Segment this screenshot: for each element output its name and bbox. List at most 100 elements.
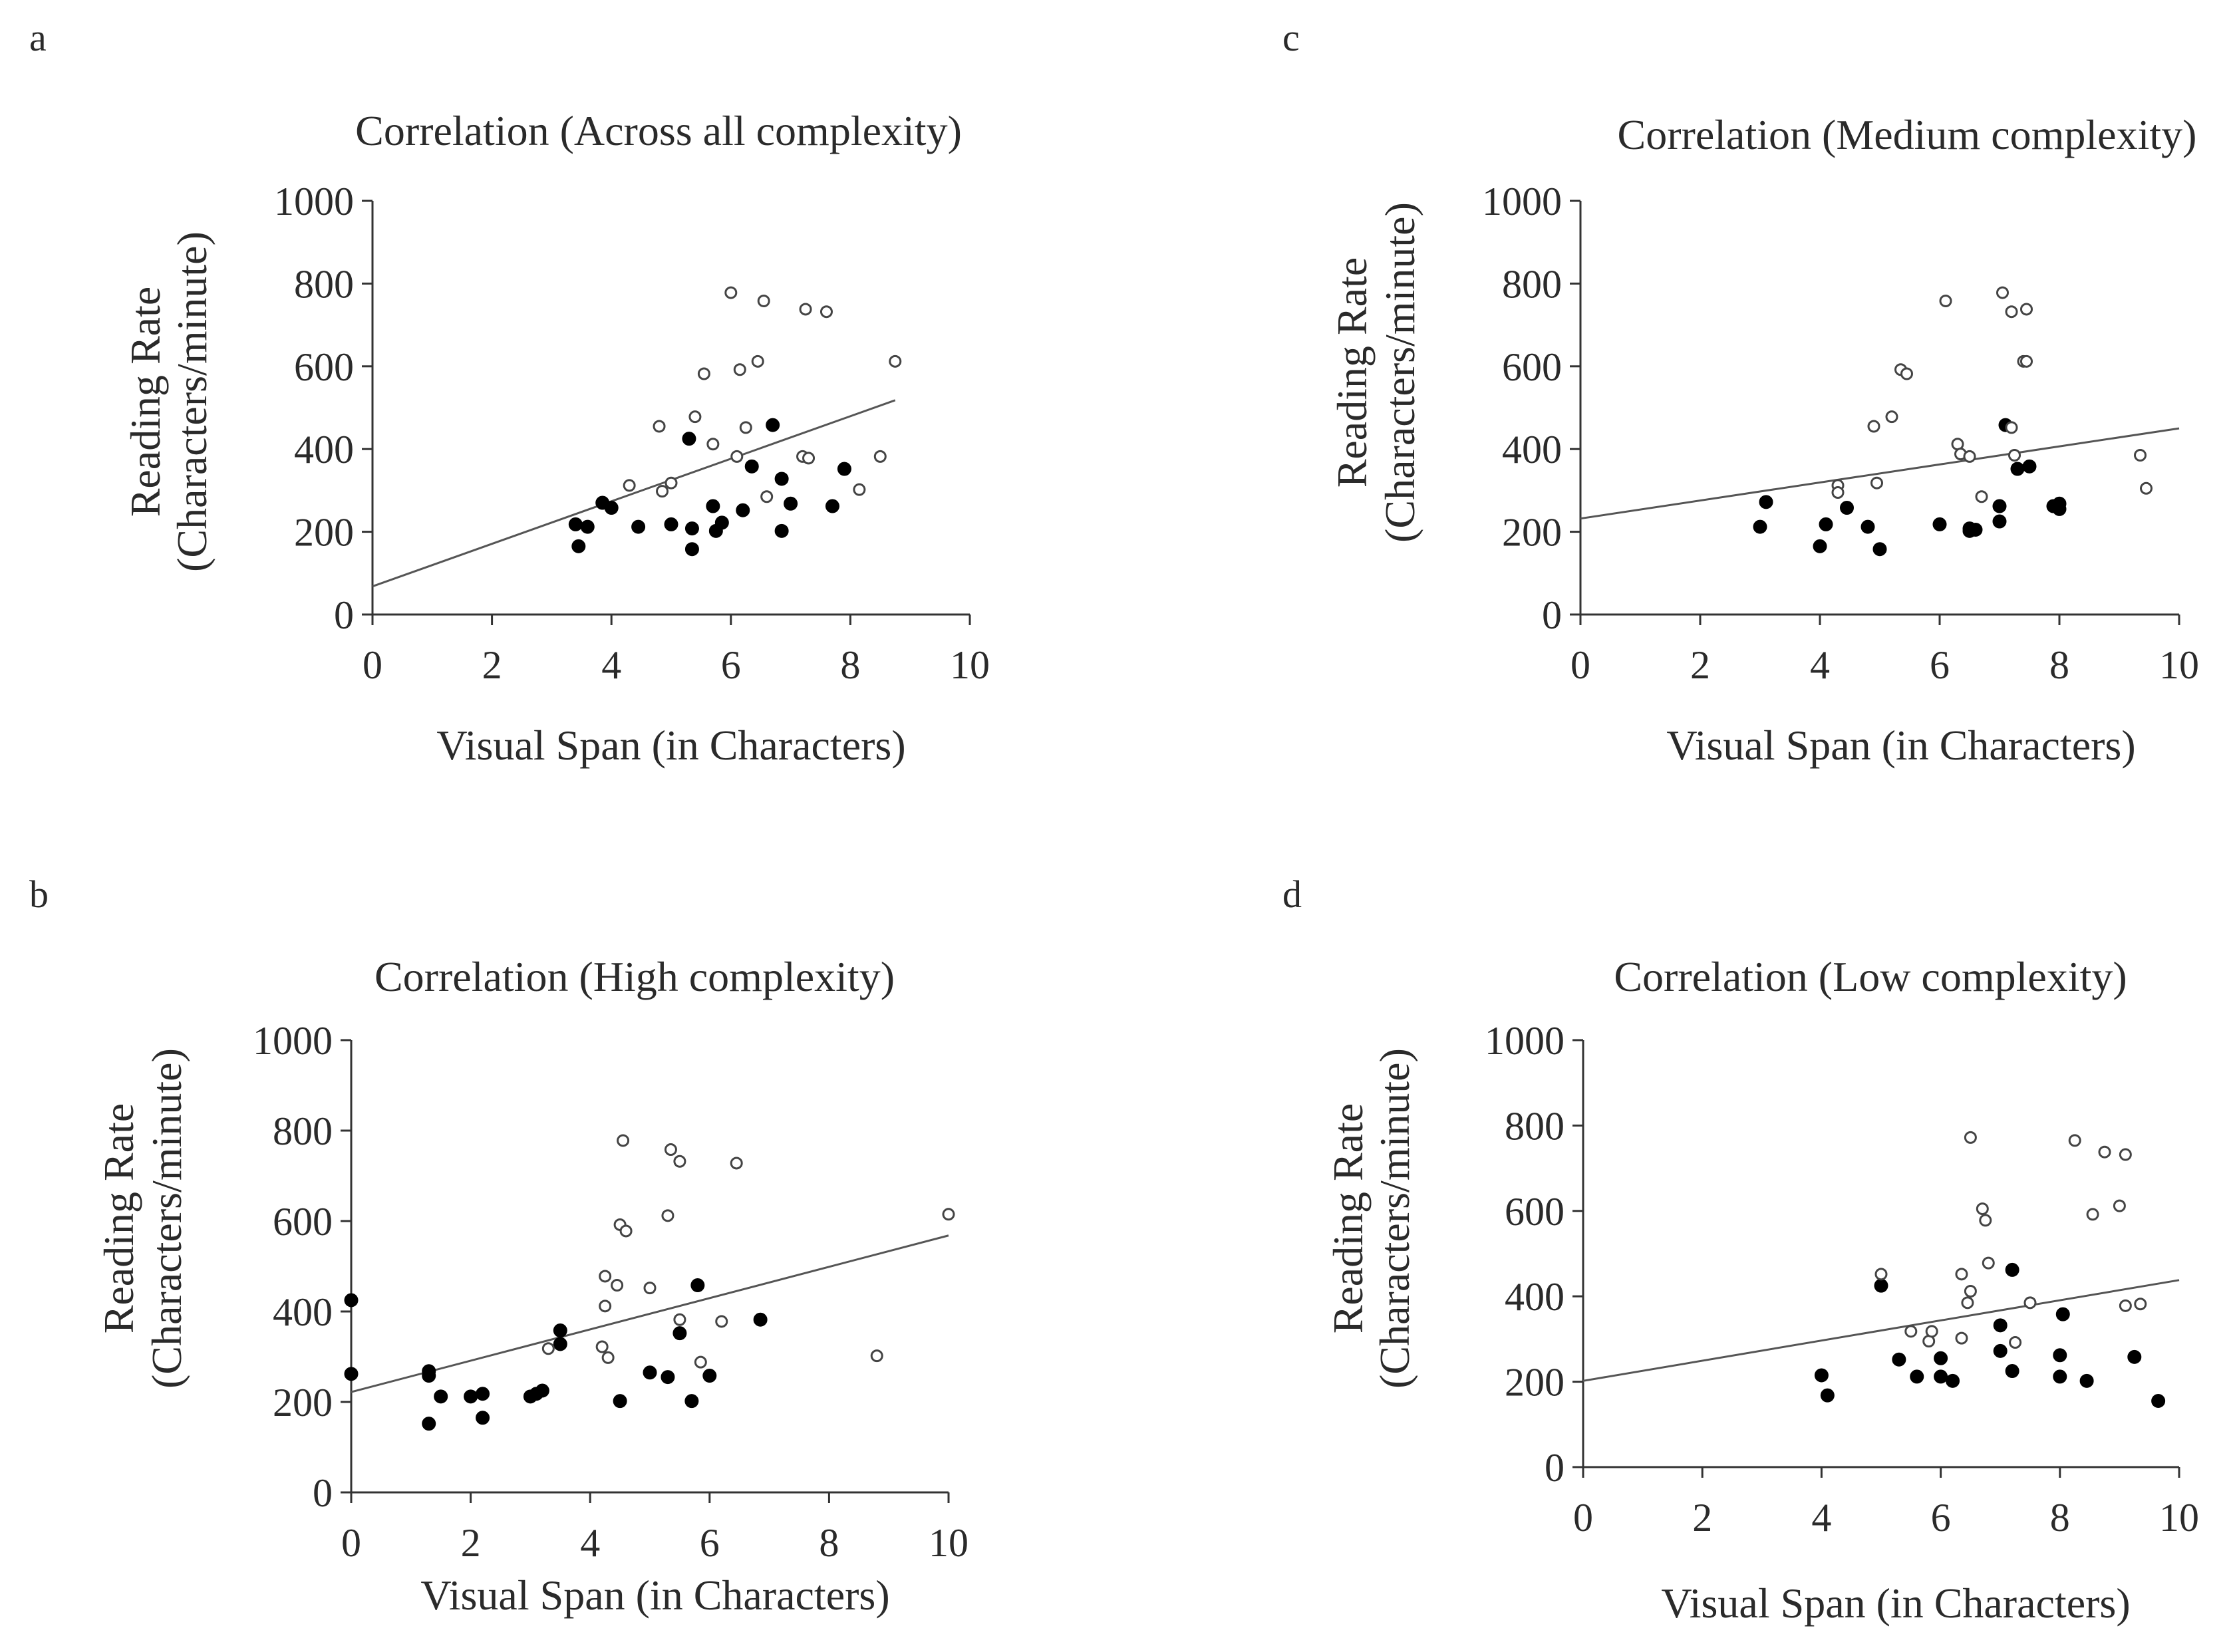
filled-point-a [580,519,595,534]
open-point-a [724,286,738,299]
filled-point-d [2053,1348,2067,1363]
filled-point-c [1992,514,2007,529]
open-point-d [1976,1202,1989,1216]
open-point-c [1900,367,1913,380]
trend-line-d [1582,1279,2180,1382]
filled-point-a [714,515,729,530]
open-point-b [694,1355,707,1369]
filled-point-b [553,1337,567,1351]
open-point-c [2140,482,2153,495]
y-tick-label-b: 800 [273,1109,333,1153]
filled-point-d [1946,1373,1960,1388]
open-point-c [2005,421,2018,434]
y-tick-label-c: 1000 [1482,180,1562,223]
filled-point-b [672,1326,687,1341]
chart-title-c: Correlation (Medium complexity) [1618,111,2197,158]
open-point-d [1979,1214,1992,1227]
filled-point-a [631,519,646,534]
filled-point-b [434,1389,448,1404]
filled-point-a [774,472,789,486]
chart-panel-d: d Correlation (Low complexity) 0 2 4 6 8 10 0 2… [1282,873,2199,1627]
x-tick-label-d: 6 [1931,1496,1951,1540]
y-tick-label-c: 800 [1502,262,1562,306]
open-point-d [2098,1145,2111,1159]
y-tick-label-d: 400 [1505,1275,1564,1319]
open-point-d [1964,1284,1977,1298]
y-tick-label-b: 200 [273,1381,333,1425]
filled-point-c [1759,495,1773,509]
open-point-a [853,483,866,496]
filled-point-a [736,503,750,517]
x-axis-label-b: Visual Span (in Characters) [420,1572,889,1619]
chart-panel-a: a Correlation (Across all complexity) 0 2… [29,16,990,769]
filled-point-a [784,496,798,511]
y-axis-label-d-line1: Reading Rate [1324,1103,1372,1334]
filled-point-c [1872,542,1887,557]
filled-point-c [1932,517,1947,531]
y-axis-label-b-line1: Reading Rate [95,1103,142,1334]
filled-point-b [464,1389,478,1404]
open-point-a [739,421,752,434]
filled-point-b [702,1369,717,1383]
filled-point-a [825,499,839,513]
filled-point-c [2010,462,2025,476]
filled-point-c [2052,496,2067,511]
y-tick-label-a: 600 [294,345,354,389]
x-tick-label-c: 8 [2049,643,2069,687]
filled-point-b [753,1312,768,1327]
open-point-b [673,1155,686,1168]
data-points-d [1582,1131,2180,1408]
y-tick-label-d: 0 [1545,1446,1564,1490]
filled-point-c [2022,459,2037,474]
filled-point-d [2005,1262,2019,1277]
axes-b: 0 2 4 6 8 10 0 200 400 600 800 1000 [253,1019,968,1565]
open-point-c [1867,420,1880,433]
x-tick-label-a: 2 [482,643,502,687]
y-tick-label-d: 1000 [1485,1019,1564,1063]
y-tick-label-d: 600 [1505,1190,1564,1234]
panel-label-b: b [29,873,49,916]
y-axis-label-c-line2: (Characters/minute) [1376,202,1423,543]
filled-point-b [553,1323,567,1338]
data-points-a [372,286,902,588]
open-point-b [661,1209,674,1222]
x-tick-label-c: 10 [2159,643,2199,687]
filled-point-c [1819,517,1833,531]
open-point-c [1996,286,2009,299]
y-axis-label-a-line2: (Characters/minute) [168,231,216,572]
open-point-b [870,1349,883,1363]
filled-point-b [535,1383,549,1398]
open-point-a [688,410,702,424]
trend-line-c [1580,427,2180,520]
open-point-d [2068,1134,2081,1147]
y-axis-label-c-line1: Reading Rate [1328,257,1376,488]
open-point-c [2008,449,2021,462]
data-points-b [344,1134,955,1431]
y-tick-label-d: 200 [1505,1361,1564,1405]
open-point-a [873,450,887,463]
filled-point-b [344,1293,359,1308]
y-axis-label-b-line2: (Characters/minute) [143,1048,190,1389]
filled-point-c [1861,519,1875,534]
chart-title-a: Correlation (Across all complexity) [355,107,962,154]
y-tick-label-d: 800 [1505,1104,1564,1148]
filled-point-a [664,517,678,531]
x-tick-label-a: 8 [840,643,860,687]
open-point-b [617,1134,630,1147]
x-tick-label-d: 4 [1811,1496,1831,1540]
open-point-d [1955,1331,1968,1345]
open-point-a [802,452,816,465]
y-tick-label-c: 0 [1542,593,1562,637]
open-point-d [2086,1208,2099,1221]
open-point-b [601,1351,615,1364]
filled-point-d [1993,1343,2008,1358]
filled-point-b [613,1394,627,1409]
filled-point-b [476,1387,490,1401]
panel-label-c: c [1282,16,1300,59]
x-tick-label-b: 10 [929,1521,968,1565]
y-tick-label-c: 600 [1502,345,1562,389]
y-axis-label-d-line2: (Characters/minute) [1371,1048,1418,1389]
open-point-c [1975,490,1988,503]
filled-point-d [1874,1278,1888,1293]
